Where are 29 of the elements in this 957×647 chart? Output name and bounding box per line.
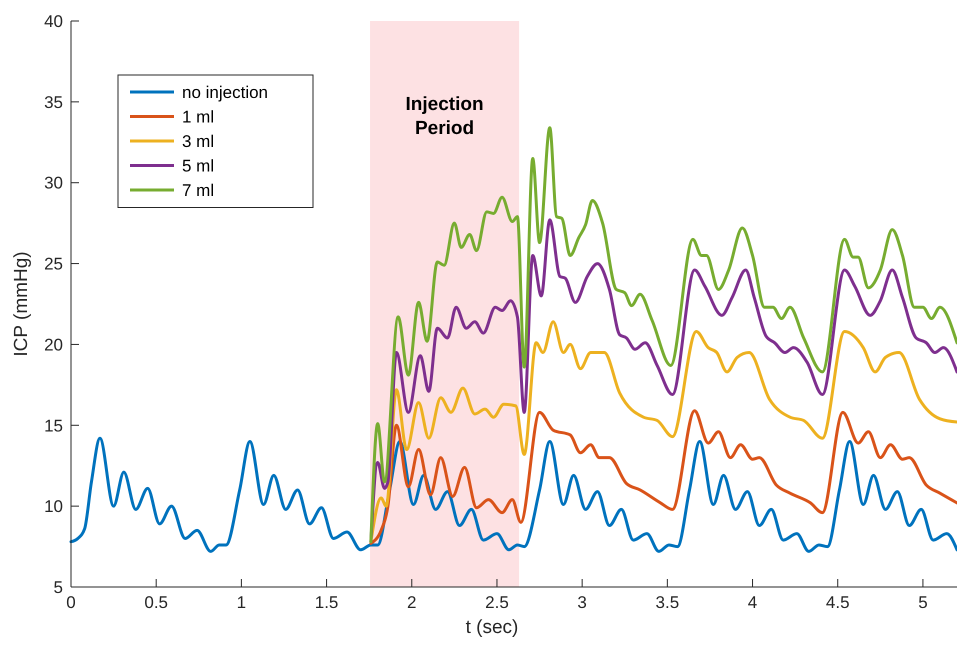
x-tick-label: 4.5 xyxy=(826,593,850,612)
y-tick-label: 35 xyxy=(44,92,63,112)
y-tick-label: 5 xyxy=(54,578,63,597)
x-tick-label: 3 xyxy=(577,593,587,612)
x-tick-label: 5 xyxy=(918,593,928,612)
y-tick-label: 15 xyxy=(44,416,63,436)
x-tick-label: 1.5 xyxy=(314,593,338,612)
x-tick-label: 2.5 xyxy=(485,593,509,612)
band-label: Injection Period xyxy=(406,94,484,139)
line-series xyxy=(369,409,957,545)
x-tick-label: 4 xyxy=(748,593,758,612)
legend-label: no injection xyxy=(182,83,268,102)
line-series xyxy=(70,436,957,553)
x-axis-title: t (sec) xyxy=(466,617,518,638)
legend-label: 5 ml xyxy=(182,156,214,176)
x-tick-label: 2 xyxy=(407,593,417,612)
y-tick-label: 40 xyxy=(44,12,63,31)
x-tick-label: 0 xyxy=(66,593,76,612)
x-tick-label: 3.5 xyxy=(656,593,680,612)
x-tick-label: 1 xyxy=(236,593,246,612)
legend-label: 3 ml xyxy=(182,132,214,151)
x-tick-label: 0.5 xyxy=(144,593,168,612)
legend-label: 7 ml xyxy=(182,181,214,200)
y-tick-label: 30 xyxy=(44,174,63,193)
legend-label: 1 ml xyxy=(182,108,214,126)
y-axis-title: ICP (mmHg) xyxy=(11,251,32,357)
y-tick-label: 25 xyxy=(44,254,63,274)
y-tick-label: 10 xyxy=(44,497,63,516)
y-tick-label: 20 xyxy=(44,335,63,354)
